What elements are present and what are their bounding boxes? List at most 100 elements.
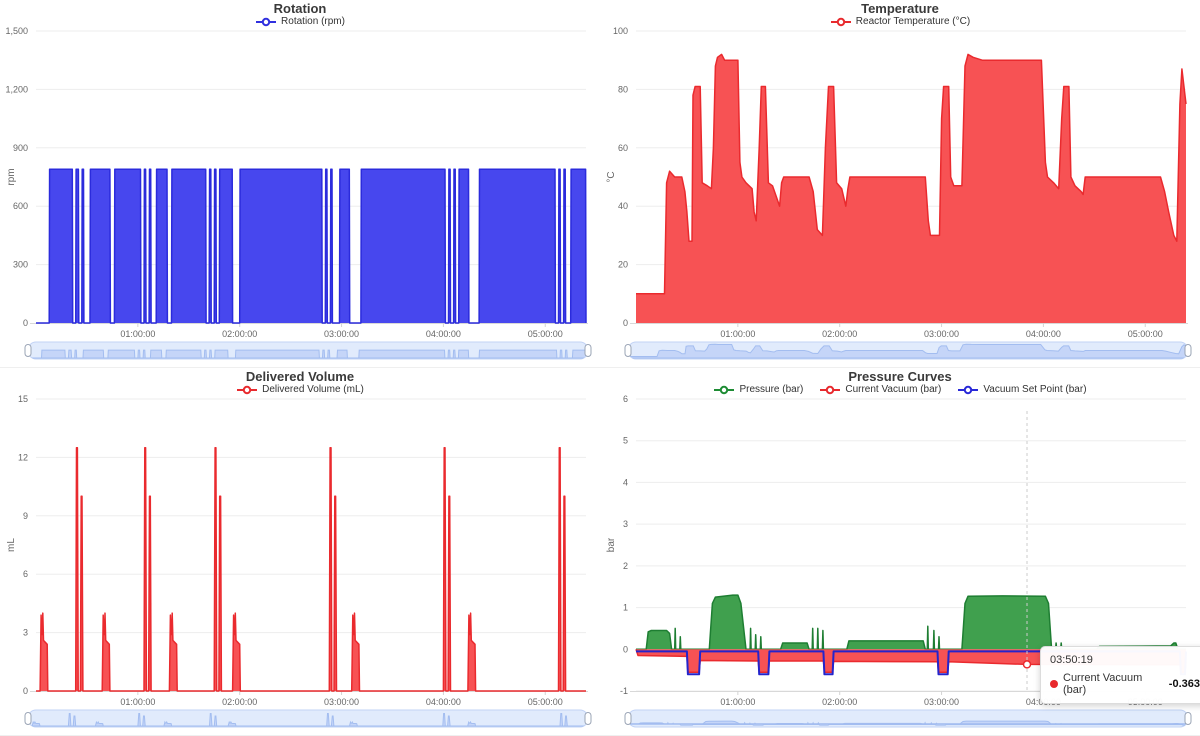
x-tick-label: 05:00:00 [528,697,563,707]
navigator-scrollbar[interactable] [624,341,1192,360]
chart-tooltip: 03:50:19 Current Vacuum (bar) -0.363 [1040,646,1200,704]
x-tick-label: 03:00:00 [324,697,359,707]
series-rotation-rpm [36,168,587,324]
navigator-preview [628,343,1188,359]
navigator-handle-left[interactable] [624,712,632,725]
y-axis-title: rpm [6,168,17,185]
legend-label: Vacuum Set Point (bar) [983,384,1087,395]
chart-title: Rotation [273,1,327,16]
legend-label: Delivered Volume (mL) [262,384,364,395]
temperature-plot-area[interactable]: 0 20 40 60 80 100 °C 01:00:00 02:00:00 03:00:00 04… [600,0,1200,368]
navigator-handle-left[interactable] [24,344,32,357]
navigator-preview [28,713,588,727]
navigator-handle-left[interactable] [24,712,32,725]
x-tick-label: 02:00:00 [222,697,257,707]
hover-point-marker [1022,660,1032,669]
x-tick-label: 05:00:00 [1128,329,1163,339]
x-axis: 01:00:00 02:00:00 03:00:00 04:00:00 05:00:00 [30,323,588,339]
series-reactor-temperature-c [636,53,1187,324]
x-tick-label: 03:00:00 [324,329,359,339]
chart-panel-rotation: Rotation Rotation (rpm) 0 300 600 900 1,200 1… [0,0,600,368]
y-axis-title: °C [606,171,617,182]
navigator-handle-right[interactable] [584,344,592,357]
x-tick-label: 02:00:00 [822,697,857,707]
chart-title: Pressure Curves [848,369,952,384]
legend-item-vacuum-set-point-bar[interactable]: Vacuum Set Point (bar) [957,384,1087,395]
y-tick-label: 0 [23,318,28,328]
navigator-scrollbar[interactable] [24,341,592,360]
y-tick-label: 3 [23,628,28,638]
delivered-volume-plot-area[interactable]: 0 3 6 9 12 15 mL 01:00:00 02:00:00 03:00:00 04:00:… [0,368,600,736]
navigator-scrollbar[interactable] [624,709,1192,728]
y-tick-label: 1 [623,603,628,613]
x-axis: 01:00:00 02:00:00 03:00:00 04:00:00 05:00:00 [630,323,1188,339]
x-axis: 01:00:00 02:00:00 03:00:00 04:00:00 05:00:00 [30,691,588,707]
x-tick-label: 04:00:00 [426,697,461,707]
tooltip-series-label: Current Vacuum (bar) [1063,672,1143,696]
y-axis-title: bar [606,537,617,552]
legend-marker-icon [830,17,851,26]
y-tick-label: 60 [618,143,628,153]
chart-legend: Pressure (bar) Current Vacuum (bar) Vacuum… [600,384,1200,395]
y-tick-label: 2 [623,561,628,571]
navigator-preview [28,349,588,359]
y-tick-label: 80 [618,84,628,94]
y-tick-label: 600 [13,201,28,211]
tooltip-time: 03:50:19 [1050,654,1093,666]
x-tick-label: 02:00:00 [822,329,857,339]
navigator-scrollbar[interactable] [24,709,592,728]
legend-marker-icon [256,17,277,26]
navigator-handle-right[interactable] [584,712,592,725]
y-tick-label: 9 [23,511,28,521]
x-tick-label: 02:00:00 [222,329,257,339]
series-delivered-volume-ml [36,446,586,692]
legend-label: Current Vacuum (bar) [845,384,942,395]
chart-title: Temperature [861,1,939,16]
legend-item-delivered-volume-ml[interactable]: Delivered Volume (mL) [236,384,364,395]
x-tick-label: 04:00:00 [1026,329,1061,339]
y-tick-label: 0 [23,686,28,696]
y-tick-label: 1,500 [5,26,28,36]
y-axis-title: mL [6,538,17,552]
y-tick-label: -1 [620,686,628,696]
legend-marker-icon [714,385,735,394]
x-tick-label: 04:00:00 [426,329,461,339]
legend-marker-icon [958,385,979,394]
chart-legend: Rotation (rpm) [0,16,600,27]
y-tick-label: 100 [613,26,628,36]
y-tick-label: 3 [623,519,628,529]
y-tick-label: 0 [623,644,628,654]
y-tick-label: 0 [623,318,628,328]
y-tick-label: 1,200 [5,84,28,94]
navigator-handle-right[interactable] [1184,344,1192,357]
legend-item-reactor-temperature-c[interactable]: Reactor Temperature (°C) [830,16,970,27]
x-tick-label: 03:00:00 [924,697,959,707]
legend-item-current-vacuum-bar[interactable]: Current Vacuum (bar) [819,384,941,395]
tooltip-value: -0.363 [1168,678,1200,690]
legend-item-rotation-rpm[interactable]: Rotation (rpm) [255,16,345,27]
y-tick-label: 5 [623,436,628,446]
legend-label: Rotation (rpm) [281,16,345,27]
y-tick-label: 40 [618,201,628,211]
legend-marker-icon [820,385,841,394]
y-tick-label: 4 [623,477,628,487]
legend-marker-icon [237,385,258,394]
navigator-handle-right[interactable] [1184,712,1192,725]
x-tick-label: 01:00:00 [720,697,755,707]
y-tick-label: 6 [23,569,28,579]
y-tick-label: 15 [18,394,28,404]
x-tick-label: 05:00:00 [528,329,563,339]
legend-label: Reactor Temperature (°C) [855,16,971,27]
legend-item-pressure-bar[interactable]: Pressure (bar) [713,384,803,395]
navigator-handle-left[interactable] [624,344,632,357]
x-tick-label: 03:00:00 [924,329,959,339]
chart-legend: Delivered Volume (mL) [0,384,600,395]
y-tick-label: 12 [18,452,28,462]
chart-panel-delivered-volume: Delivered Volume Delivered Volume (mL) 0… [0,368,600,736]
chart-legend: Reactor Temperature (°C) [600,16,1200,27]
y-tick-label: 300 [13,260,28,270]
y-tick-label: 900 [13,143,28,153]
y-tick-label: 6 [623,394,628,404]
